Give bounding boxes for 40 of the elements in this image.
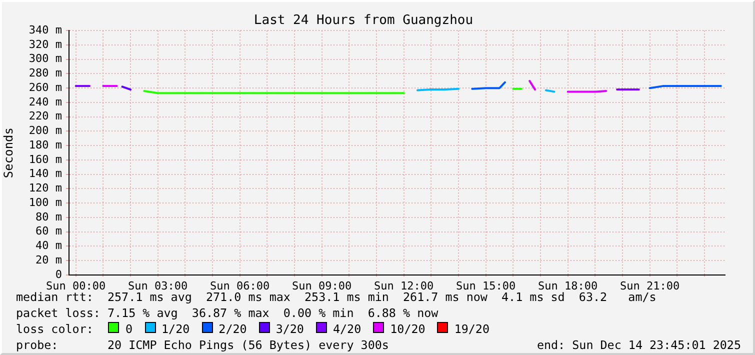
text: end: Sun Dec 14 23:45:01 2025 <box>536 337 741 353</box>
text: probe: 20 ICMP Echo Pings (56 Bytes) every 300s <box>16 337 389 353</box>
y-tick-label: 180 m <box>28 138 62 152</box>
y-tick-label: 60 m <box>36 224 62 238</box>
text: packet loss: 7.15 % avg 36.87 % max 0.00 % min 6.88 % now <box>16 305 438 321</box>
legend-title: loss color: <box>16 321 94 337</box>
y-tick-label: 0 <box>55 268 62 281</box>
y-tick-label: 80 m <box>36 210 62 224</box>
x-tick-label: Sun 03:00 <box>128 279 188 292</box>
legend-label: 10/20 <box>390 322 426 336</box>
y-tick-label: 100 m <box>28 196 62 209</box>
x-tick-label: Sun 06:00 <box>210 279 270 292</box>
legend-label: 19/20 <box>454 322 490 336</box>
legend-label: 0 <box>125 322 132 336</box>
y-axis-title: Seconds <box>1 128 16 178</box>
y-tick-label: 200 m <box>28 124 62 138</box>
y-tick-label: 240 m <box>28 95 62 108</box>
legend-label: 4/20 <box>332 322 362 336</box>
y-tick-label: 320 m <box>28 38 62 51</box>
chart-title: Last 24 Hours from Guangzhou <box>254 13 474 28</box>
x-tick-label: Sun 18:00 <box>538 279 598 292</box>
x-tick-label: Sun 15:00 <box>456 279 516 292</box>
y-tick-label: 160 m <box>28 152 62 166</box>
y-tick-label: 120 m <box>28 182 62 195</box>
legend-label: 1/20 <box>162 322 190 336</box>
legend-label: 3/20 <box>276 322 304 336</box>
y-tick-label: 280 m <box>28 66 62 80</box>
y-tick-label: 340 m <box>28 23 62 36</box>
y-tick-label: 220 m <box>28 110 62 123</box>
y-tick-label: 40 m <box>36 239 62 252</box>
legend-label: 2/20 <box>218 322 247 336</box>
y-tick-label: 260 m <box>28 80 62 94</box>
y-tick-label: 20 m <box>36 253 62 266</box>
text: median rtt: 257.1 ms avg 271.0 ms max 253.1 ms min 261.7 ms now 4.1 ms sd 63.2 am/s <box>16 290 656 305</box>
y-tick-label: 300 m <box>28 52 62 66</box>
x-tick-label: Sun 09:00 <box>292 279 352 292</box>
x-tick-label: Sun 21:00 <box>620 279 680 292</box>
y-tick-label: 140 m <box>28 167 62 180</box>
x-tick-label: Sun 00:00 <box>46 279 106 292</box>
x-tick-label: Sun 12:00 <box>374 279 434 292</box>
